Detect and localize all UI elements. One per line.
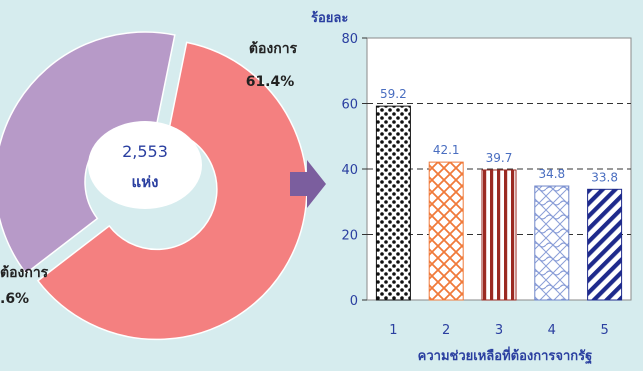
bar-chart: 0 20 40 60 80 59.2 1 42.1 2 39.7 3 34.8 4 33.8 5 ร้อยละ… — [311, 10, 632, 365]
y-tick-label-20: 20 — [341, 229, 358, 244]
bar-3 — [481, 169, 517, 301]
donut-slice-1-value: 61.4% — [246, 74, 295, 90]
y-axis-title: ร้อยละ — [311, 10, 348, 26]
donut-slice-1 — [36, 41, 308, 341]
bar-value-label-1: 59.2 — [380, 87, 407, 101]
donut-center-unit: แห่ง — [132, 173, 159, 191]
x-tick-label-3: 3 — [495, 323, 503, 338]
donut-slice-1-label: ต้องการ — [249, 41, 298, 57]
donut-slice-2 — [0, 31, 176, 275]
bar-5 — [587, 188, 623, 301]
bar-value-label-3: 39.7 — [486, 151, 513, 165]
x-tick-label-4: 4 — [548, 323, 556, 338]
donut-slice-2-value: .6% — [0, 291, 29, 307]
y-tick-label-80: 80 — [341, 32, 358, 47]
bar-1 — [375, 105, 411, 301]
bar-value-label-5: 33.8 — [591, 170, 618, 184]
donut-center-disc — [88, 121, 202, 209]
x-tick-label-2: 2 — [442, 323, 450, 338]
bar-value-label-4: 34.8 — [538, 167, 565, 181]
y-tick-label-40: 40 — [341, 163, 358, 178]
y-tick-label-60: 60 — [341, 98, 358, 113]
bar-4 — [534, 185, 570, 301]
bar-value-label-2: 42.1 — [433, 143, 460, 157]
bar-2 — [428, 161, 464, 301]
x-tick-label-5: 5 — [600, 323, 608, 338]
y-tick-label-0: 0 — [350, 294, 358, 309]
x-tick-label-1: 1 — [389, 323, 397, 338]
right-arrow-icon — [290, 160, 326, 208]
x-axis-title: ความช่วยเหลือที่ต้องการจากรัฐ — [418, 346, 593, 365]
donut-center-value: 2,553 — [122, 142, 168, 161]
donut-slice-2-label: ต้องการ — [0, 265, 49, 281]
